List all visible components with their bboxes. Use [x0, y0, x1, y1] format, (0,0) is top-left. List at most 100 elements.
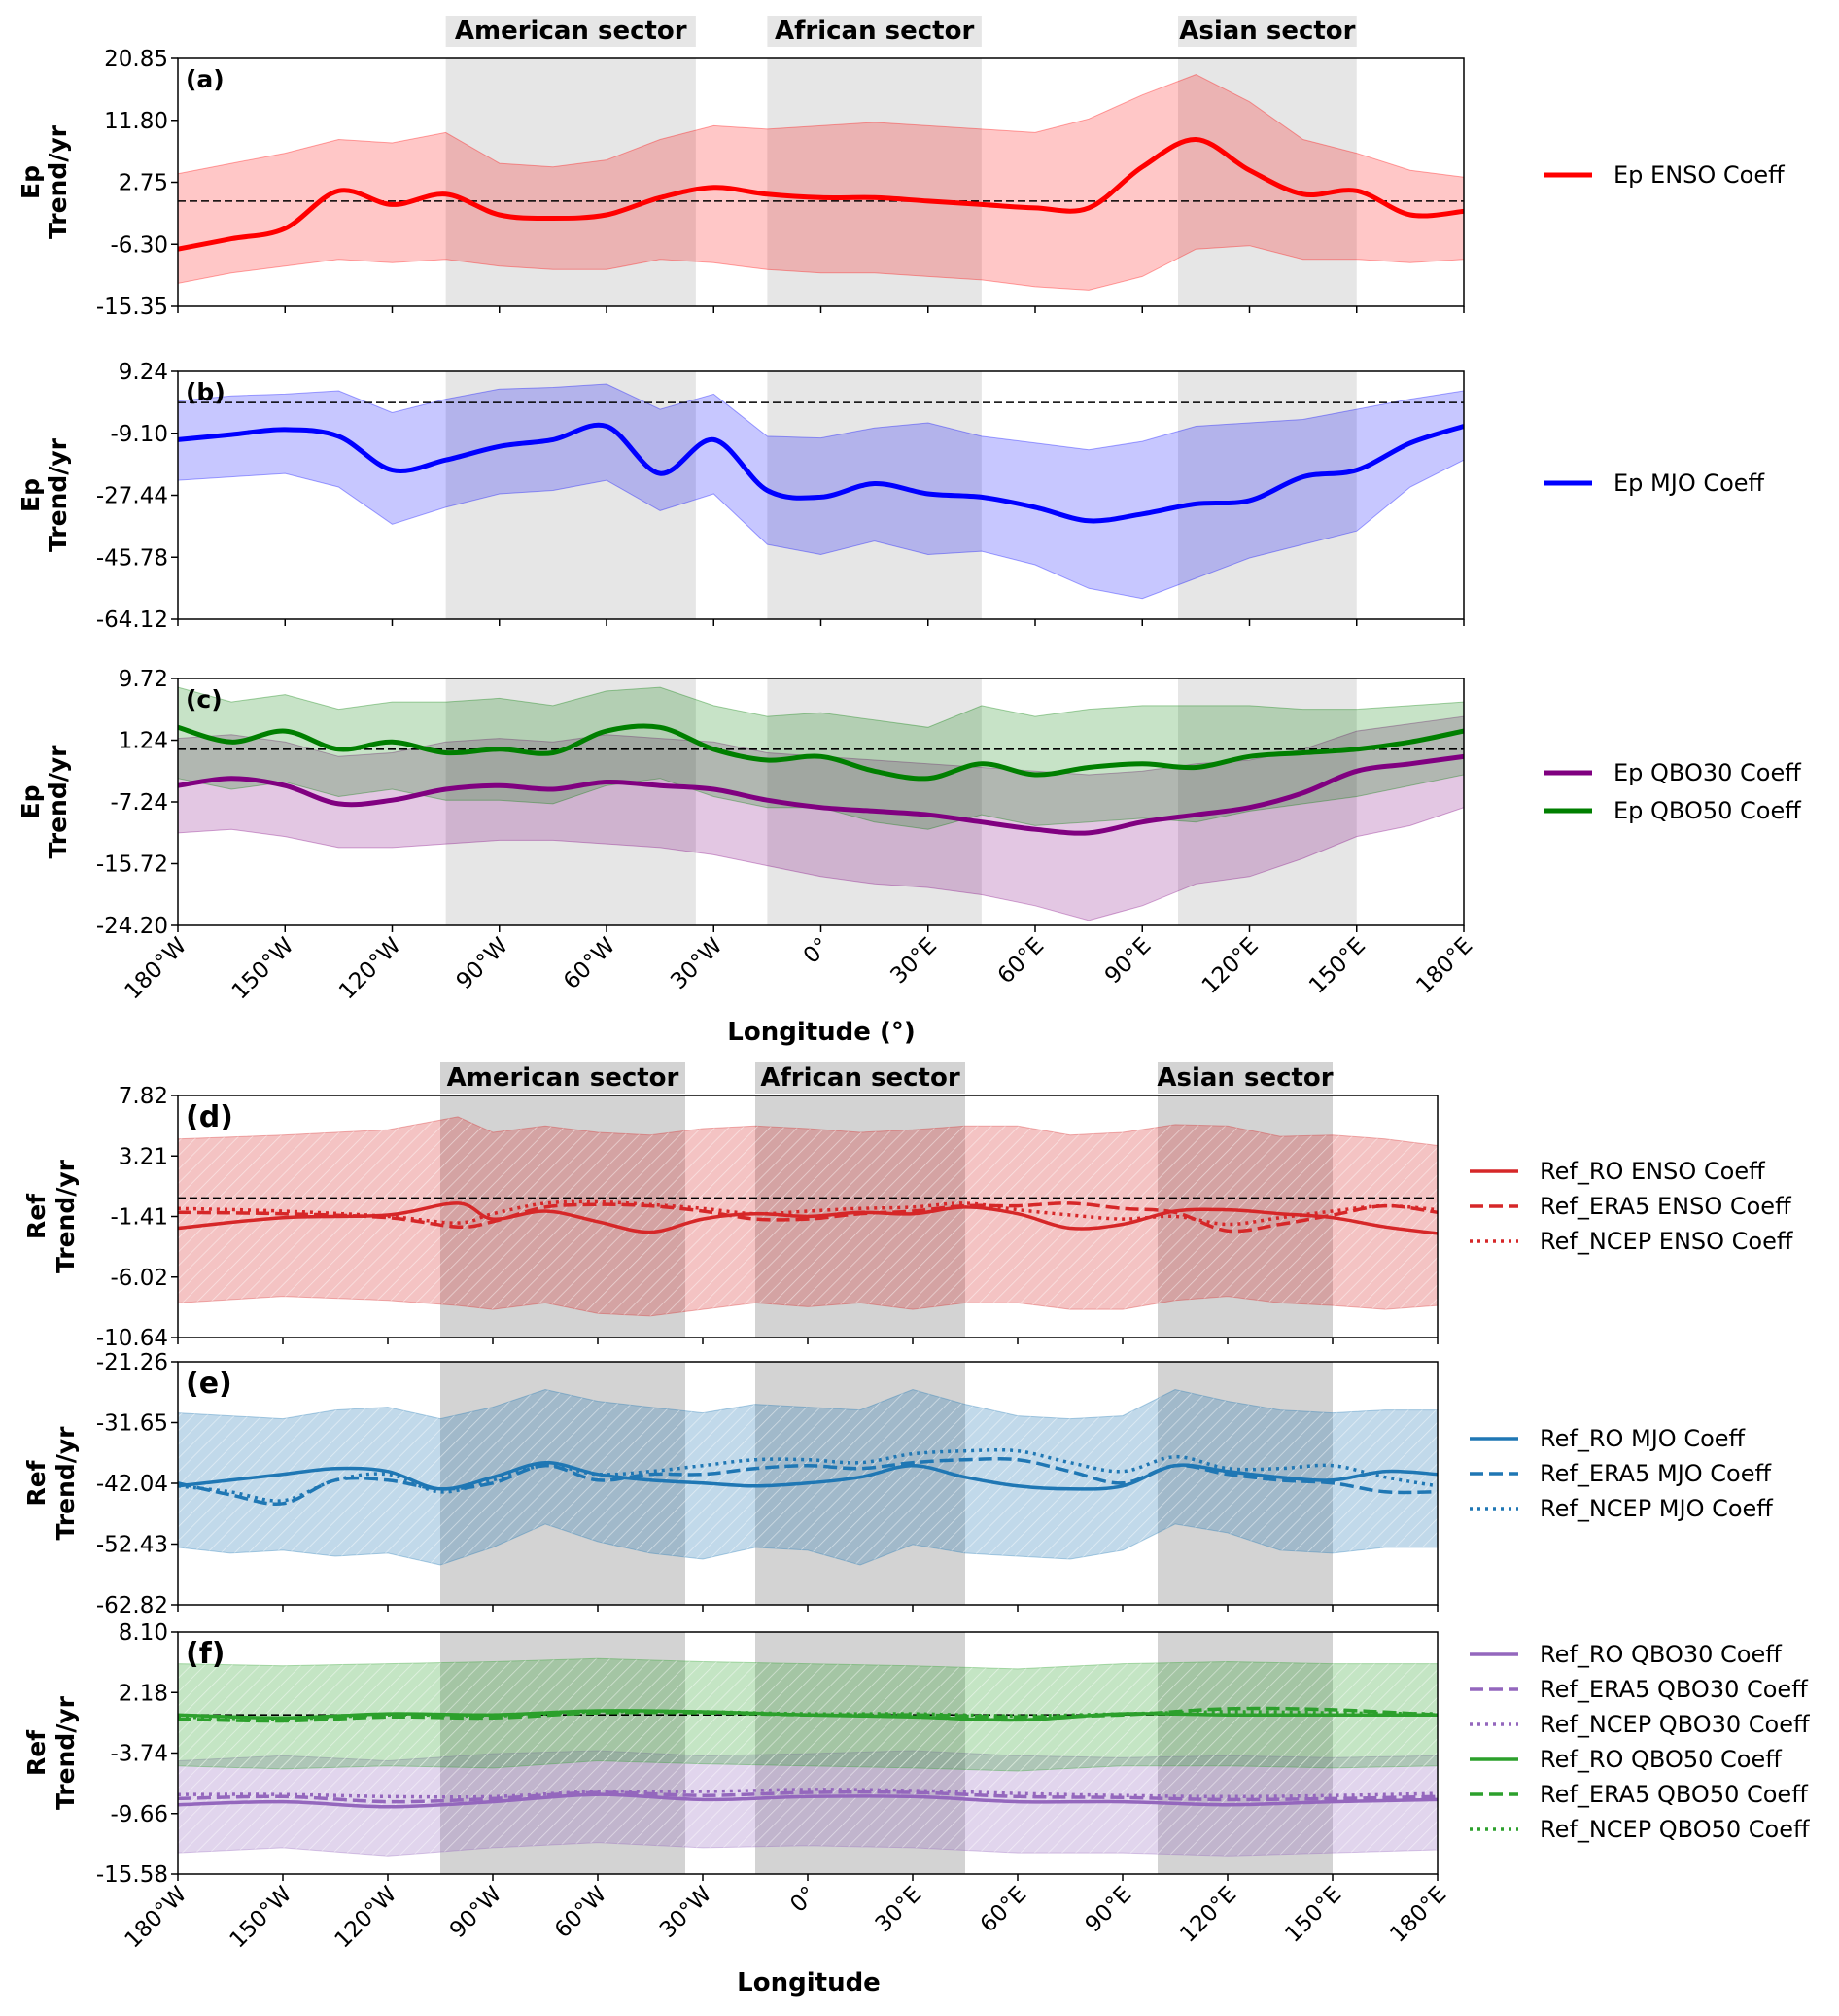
- sector-header-bg: [440, 1062, 685, 1094]
- y-tick-label: -1.41: [110, 1205, 168, 1231]
- plot-area: [178, 1116, 1438, 1317]
- x-tick-label: 60°E: [976, 1882, 1031, 1937]
- confidence-band: [178, 74, 1464, 291]
- x-tick-label: 90°W: [452, 933, 513, 994]
- panel-a: American sector African sector Asian secto…: [17, 16, 1785, 320]
- sector-header-bg: [445, 16, 696, 47]
- y-tick-label: -10.64: [96, 1326, 168, 1351]
- legend-label: Ep ENSO Coeff: [1613, 161, 1785, 189]
- y-axis-label: Trend/yr: [44, 124, 72, 239]
- y-axis-label: Trend/yr: [52, 1426, 80, 1541]
- plot-area: [178, 1657, 1438, 1857]
- y-tick-label: 11.80: [104, 109, 168, 134]
- panel-e: -21.26 -31.65 -42.04 -52.43 -62.82 (e) Ref Tren…: [22, 1350, 1773, 1618]
- series-line: [178, 1709, 1438, 1721]
- sector-header: American sector: [447, 1063, 679, 1093]
- panel-label: (f): [186, 1637, 225, 1671]
- panel-label: (e): [186, 1367, 232, 1401]
- y-tick-label: -27.44: [96, 484, 168, 509]
- series-line: [178, 1790, 1438, 1804]
- y-tick-label: -15.72: [96, 852, 168, 878]
- y-tick-label: 2.18: [119, 1681, 168, 1706]
- sector-header-bg: [1178, 16, 1357, 47]
- x-tick-label: 120°E: [1175, 1882, 1241, 1948]
- x-tick-label: 90°E: [1081, 1882, 1136, 1937]
- y-tick-label: 2.75: [119, 171, 168, 196]
- confidence-band: [178, 383, 1464, 600]
- y-axis-label: Trend/yr: [44, 745, 72, 859]
- y-tick-label: 8.10: [119, 1620, 168, 1646]
- x-tick-label: 120°W: [334, 933, 406, 1005]
- legend-label: Ep MJO Coeff: [1613, 469, 1765, 497]
- x-tick-label: 0°: [785, 1882, 821, 1918]
- legend-label: Ref_NCEP MJO Coeff: [1540, 1495, 1773, 1522]
- y-axis-label: Trend/yr: [52, 1159, 80, 1273]
- sector-header: Asian sector: [1179, 17, 1355, 46]
- legend-label: Ref_ERA5 ENSO Coeff: [1540, 1193, 1791, 1220]
- y-tick-label: 9.24: [119, 360, 168, 385]
- y-axis-label: Ep: [17, 478, 45, 512]
- series-line: [178, 1460, 1438, 1491]
- x-tick-label: 150°W: [226, 1882, 297, 1954]
- sector-header-bg: [755, 1062, 965, 1094]
- y-axis-label: Trend/yr: [52, 1695, 80, 1810]
- panel-d: American sector African sector Asian secto…: [22, 1062, 1793, 1351]
- plot-area: [178, 1388, 1438, 1566]
- x-tick-label: 90°E: [1100, 933, 1156, 989]
- y-tick-label: -15.35: [96, 295, 168, 320]
- y-tick-label: 1.24: [119, 729, 168, 754]
- x-tick-label: 60°W: [550, 1882, 611, 1943]
- x-tick-label: 0°: [799, 933, 835, 969]
- panel-label: (c): [186, 685, 223, 713]
- y-tick-label: -64.12: [96, 608, 168, 633]
- y-tick-label: 3.21: [119, 1144, 168, 1169]
- series-line: [178, 1201, 1438, 1234]
- y-tick-label: -9.66: [110, 1802, 168, 1827]
- panel-label: (d): [186, 1100, 233, 1134]
- y-axis-label: Ep: [17, 785, 45, 819]
- sector-shade: [767, 678, 982, 925]
- x-tick-label: 60°W: [559, 933, 620, 994]
- legend-label: Ref_ERA5 MJO Coeff: [1540, 1460, 1772, 1487]
- x-tick-label: 180°E: [1411, 933, 1477, 999]
- x-tick-label: 180°W: [121, 1882, 192, 1954]
- y-tick-label: 9.72: [119, 667, 168, 692]
- x-tick-label: 180°E: [1385, 1882, 1451, 1948]
- series-line: [178, 136, 1464, 252]
- y-tick-label: -7.24: [110, 790, 168, 816]
- panel-label: (a): [186, 65, 225, 93]
- plot-area: [178, 686, 1464, 921]
- bottom-x-axis-label: Longitude: [737, 1968, 881, 1998]
- series-line: [178, 1456, 1438, 1507]
- x-tick-label: 30°W: [666, 933, 727, 994]
- sector-header-bg: [1158, 1062, 1333, 1094]
- x-tick-label: 90°W: [445, 1882, 506, 1943]
- sector-header: African sector: [760, 1063, 959, 1093]
- y-tick-label: -45.78: [96, 545, 168, 571]
- series-line: [178, 1788, 1438, 1799]
- x-tick-label: 150°W: [227, 933, 299, 1005]
- y-axis-label: Trend/yr: [44, 437, 72, 552]
- y-tick-label: -21.26: [96, 1350, 168, 1375]
- band-hatch: [178, 1751, 1438, 1857]
- y-axis-label: Ep: [17, 165, 45, 199]
- x-tick-label: 180°W: [121, 933, 192, 1005]
- y-axis-label: Ref: [22, 1459, 51, 1506]
- y-tick-label: -6.02: [110, 1266, 168, 1291]
- sector-header-bg: [767, 16, 982, 47]
- y-tick-label: 20.85: [104, 47, 168, 72]
- legend-label: Ref_ERA5 QBO30 Coeff: [1540, 1676, 1808, 1703]
- confidence-band: [178, 715, 1464, 921]
- band-hatch: [178, 1389, 1438, 1565]
- plot-area: [178, 383, 1464, 600]
- legend-label: Ep QBO30 Coeff: [1613, 759, 1801, 786]
- y-axis-label: Ref: [22, 1193, 51, 1239]
- legend-label: Ref_RO MJO Coeff: [1540, 1425, 1746, 1452]
- series-line: [178, 1199, 1438, 1227]
- x-tick-label: 150°E: [1304, 933, 1371, 999]
- plot-area: [178, 74, 1464, 291]
- legend-label: Ref_RO QBO50 Coeff: [1540, 1746, 1782, 1773]
